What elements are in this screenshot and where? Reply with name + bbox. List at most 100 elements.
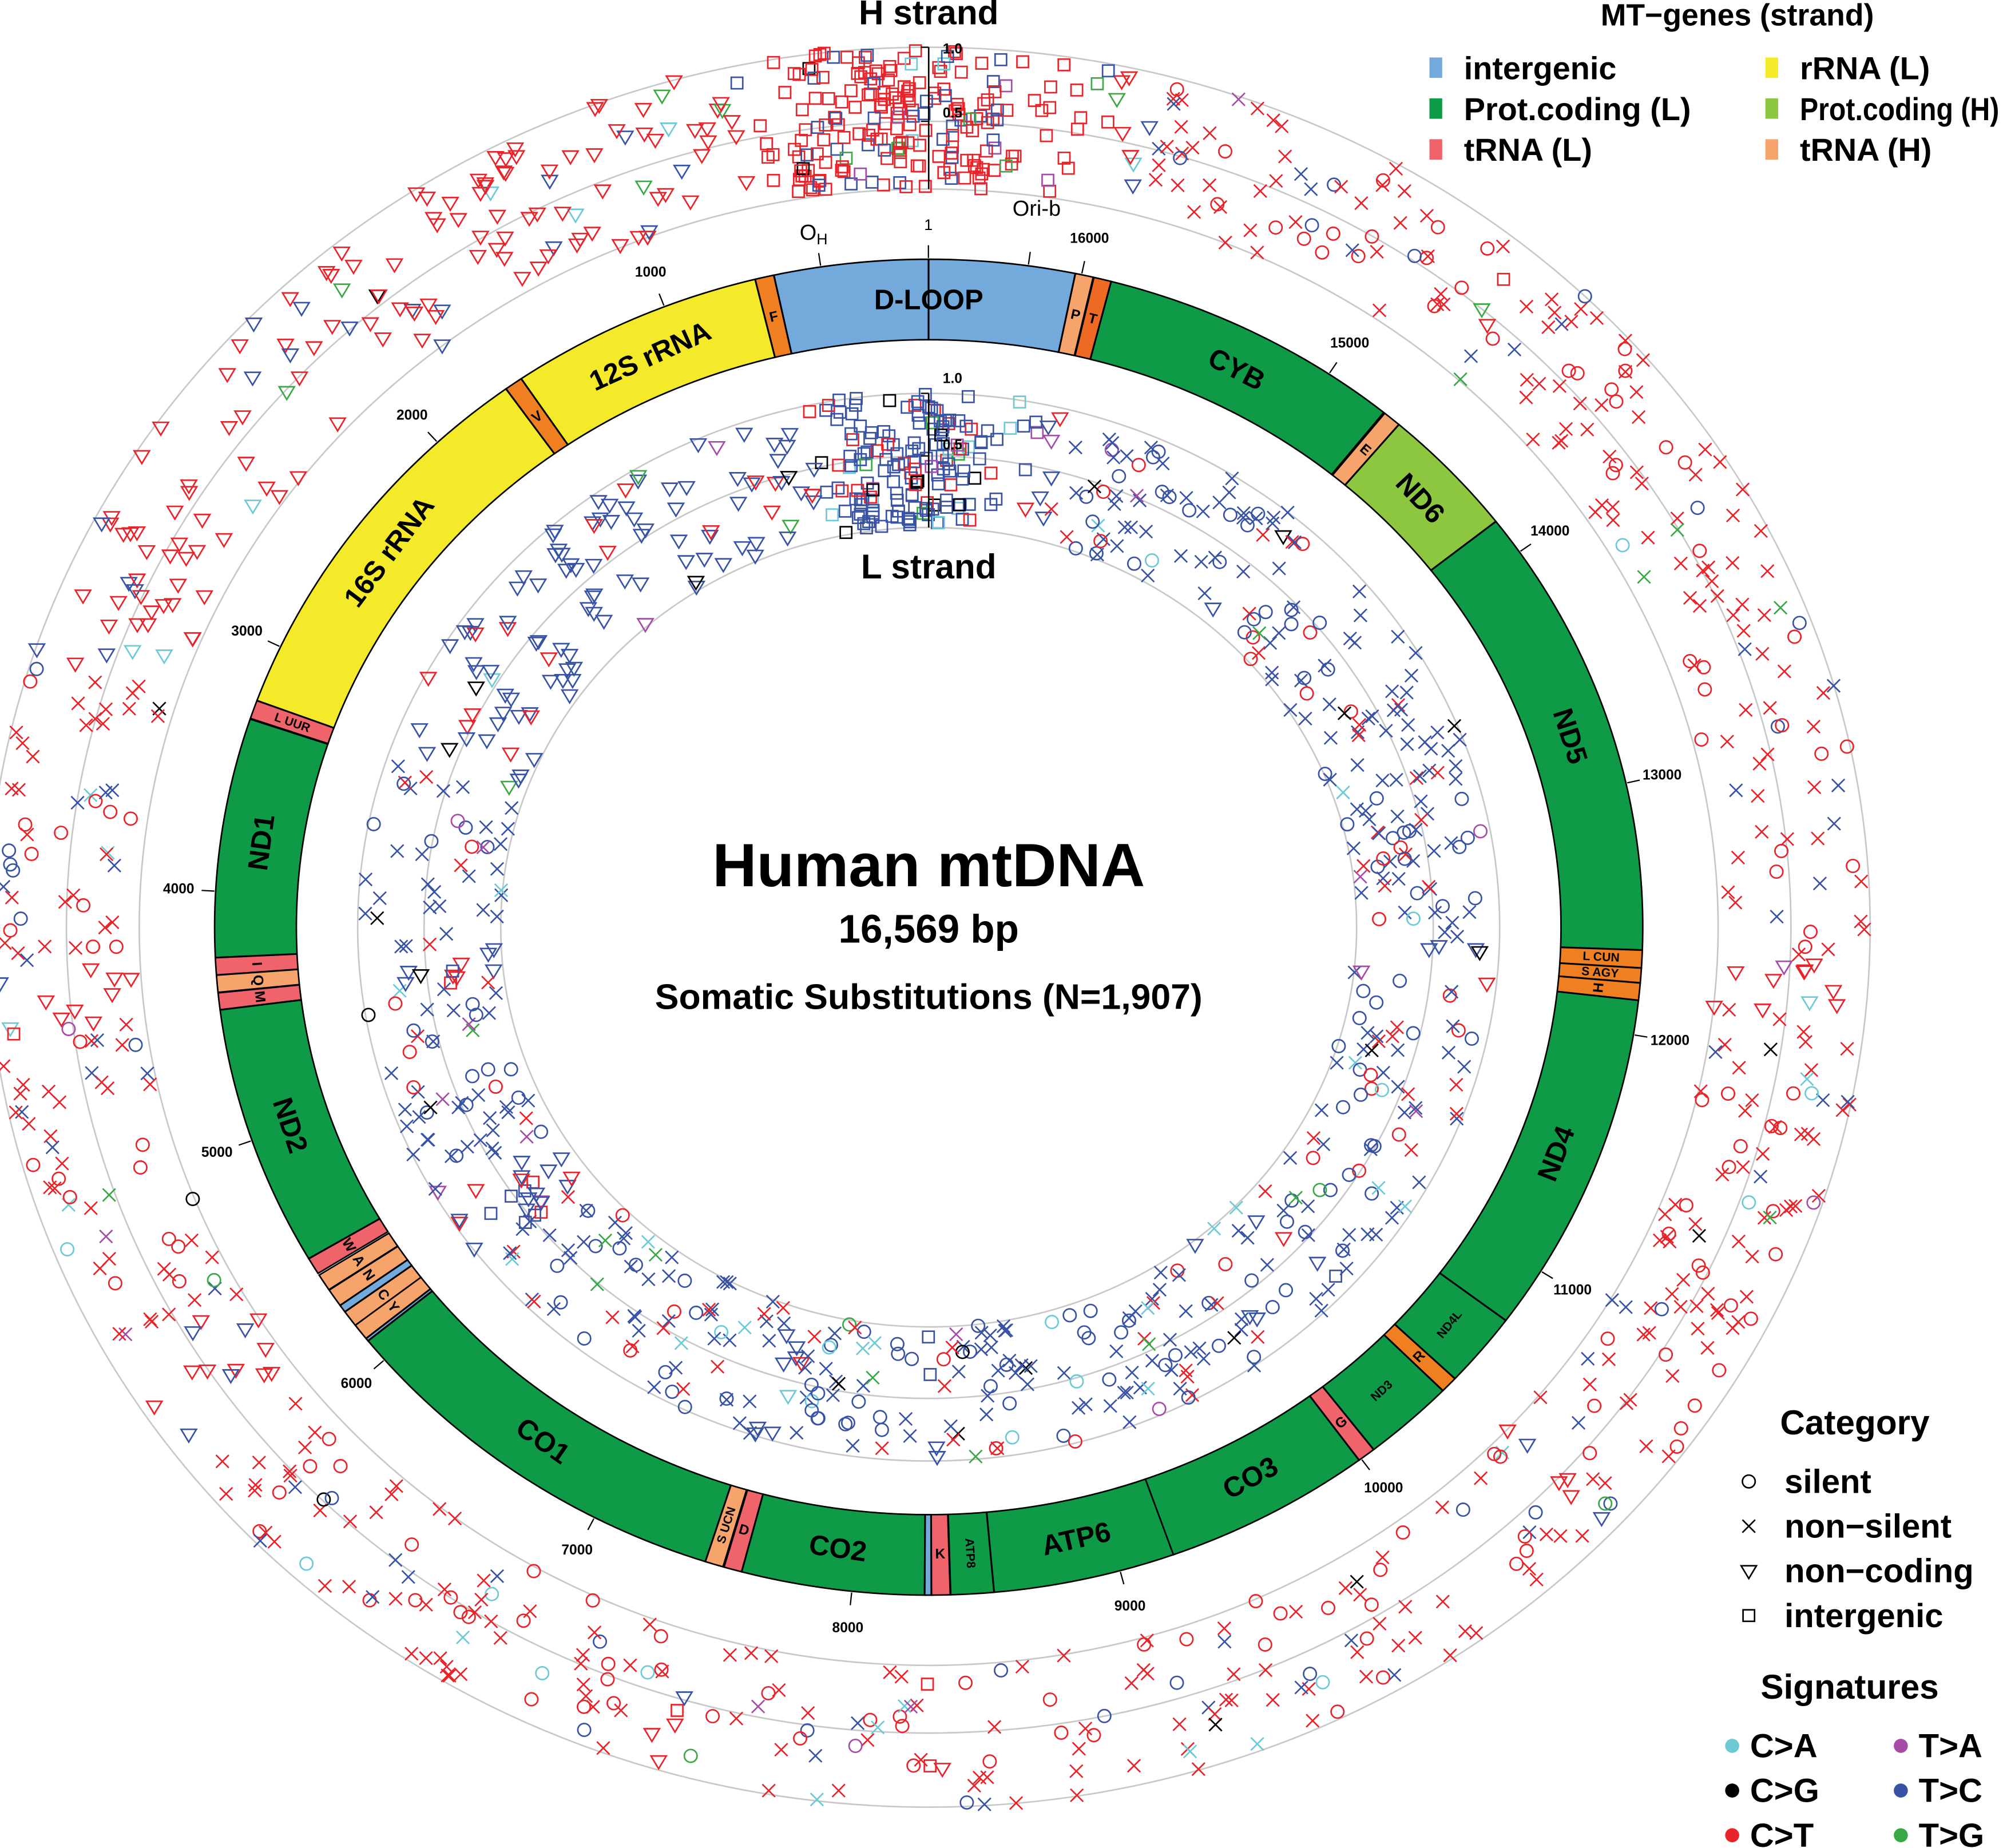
point-non-coding — [220, 421, 239, 437]
point-non-silent — [1670, 523, 1684, 537]
point-silent — [823, 1338, 838, 1353]
point-silent — [1304, 218, 1319, 233]
point-non-silent — [1507, 342, 1522, 357]
point-non-coding — [463, 708, 482, 724]
point-non-silent — [1398, 1199, 1412, 1214]
point-intergenic — [826, 508, 839, 522]
point-non-silent — [140, 1066, 154, 1081]
point-silent — [1251, 506, 1266, 521]
point-non-silent — [1391, 872, 1406, 886]
legend-signature-label: T>C — [1919, 1772, 1982, 1810]
point-silent — [1615, 538, 1630, 553]
point-silent — [1774, 843, 1789, 858]
point-silent — [465, 839, 479, 854]
point-intergenic — [943, 413, 957, 427]
point-non-silent — [1174, 120, 1188, 134]
point-non-coding — [1248, 1312, 1266, 1328]
point-non-silent — [1269, 174, 1283, 188]
point-non-coding — [105, 972, 124, 988]
point-intergenic — [760, 137, 774, 150]
point-non-coding — [933, 1763, 951, 1778]
point-intergenic — [889, 91, 902, 105]
point-non-silent — [55, 1156, 69, 1171]
point-non-silent — [623, 1658, 637, 1672]
point-intergenic — [926, 416, 939, 430]
point-non-silent — [1720, 735, 1734, 749]
point-non-silent — [1441, 1045, 1456, 1060]
gene-label: ND1 — [243, 812, 281, 873]
point-non-coding — [138, 618, 157, 633]
tick-mark — [1081, 260, 1085, 274]
point-non-silent — [1806, 1132, 1821, 1146]
point-non-silent — [150, 709, 165, 723]
point-non-coding — [410, 723, 429, 739]
point-non-silent — [102, 1252, 117, 1266]
tick-mark — [587, 1518, 594, 1530]
point-non-silent — [247, 1484, 262, 1498]
point-silent — [658, 1365, 673, 1379]
point-silent — [1402, 824, 1417, 839]
point-non-silent — [974, 1326, 989, 1340]
point-non-silent — [15, 736, 30, 751]
point-non-coding — [66, 1004, 84, 1020]
point-silent — [600, 1672, 615, 1687]
point-non-silent — [1015, 1659, 1030, 1674]
point-intergenic — [817, 133, 831, 146]
point-silent — [3, 923, 18, 938]
point-silent — [1570, 366, 1585, 380]
point-silent — [1273, 1606, 1288, 1621]
point-silent — [123, 811, 138, 826]
point-non-coding — [487, 243, 506, 258]
point-non-coding — [170, 537, 189, 553]
point-non-silent — [442, 1668, 457, 1683]
legend-category-title: Category — [1780, 1403, 1930, 1442]
point-silent — [1373, 1563, 1388, 1577]
point-non-silent — [1841, 1094, 1855, 1109]
point-non-silent — [546, 1302, 561, 1316]
point-non-silent — [1106, 450, 1121, 465]
point-non-silent — [519, 1129, 534, 1144]
point-non-coding — [629, 470, 648, 485]
point-silent — [1406, 1026, 1421, 1041]
point-non-silent — [1275, 119, 1289, 133]
point-silent — [958, 1675, 973, 1690]
point-non-silent — [1152, 141, 1166, 156]
point-silent — [388, 996, 403, 1011]
point-non-silent — [1141, 1300, 1155, 1315]
point-non-silent — [848, 1320, 862, 1335]
point-non-silent — [1266, 113, 1280, 128]
point-non-coding — [496, 688, 514, 704]
point-non-silent — [1213, 200, 1228, 214]
point-non-silent — [1453, 732, 1467, 747]
point-non-silent — [977, 1797, 991, 1811]
point-silent — [793, 1731, 808, 1746]
point-intergenic — [960, 153, 974, 167]
point-non-silent — [399, 939, 413, 953]
point-intergenic — [897, 80, 911, 94]
point-non-silent — [527, 1294, 541, 1308]
point-intergenic — [854, 70, 868, 84]
point-non-coding — [602, 515, 621, 530]
point-non-silent — [1217, 1635, 1232, 1649]
point-non-silent — [1692, 1228, 1706, 1243]
point-silent — [109, 939, 124, 954]
point-non-silent — [1210, 1296, 1224, 1310]
point-silent — [524, 1692, 539, 1707]
point-non-coding — [255, 1368, 273, 1383]
point-intergenic — [795, 103, 809, 117]
point-non-silent — [1361, 711, 1375, 726]
point-non-silent — [1812, 877, 1827, 891]
point-non-silent — [1434, 287, 1448, 301]
point-intergenic — [792, 185, 805, 199]
point-intergenic — [819, 403, 832, 417]
point-silent — [1158, 1358, 1173, 1373]
point-intergenic — [844, 177, 858, 191]
point-non-silent — [1124, 520, 1139, 534]
point-silent — [1212, 554, 1227, 569]
point-intergenic — [893, 137, 907, 150]
point-non-coding — [496, 166, 515, 182]
point-silent — [1455, 1502, 1470, 1517]
point-non-coding — [508, 581, 527, 597]
point-non-silent — [910, 1698, 924, 1712]
point-non-coding — [500, 780, 518, 796]
